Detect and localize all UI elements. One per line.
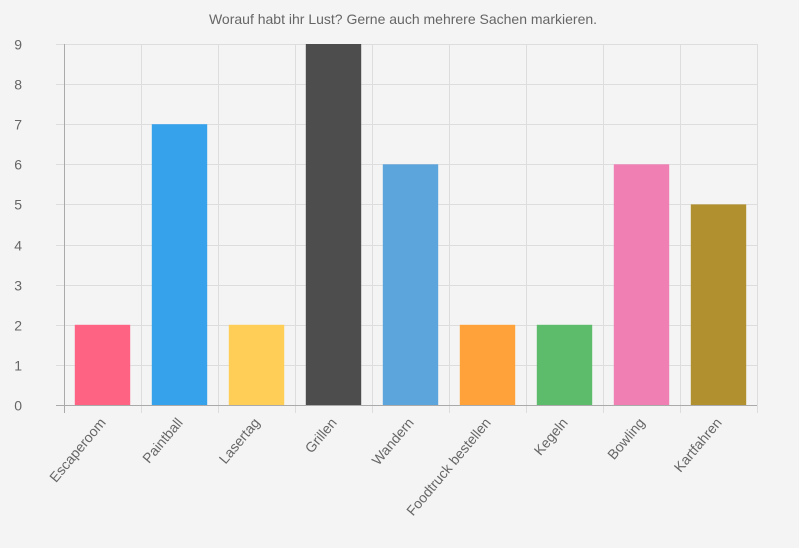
x-tick-label: Kartfahren [671, 415, 725, 475]
x-tick-label: Wandern [368, 415, 416, 468]
bar-foodtruck-bestellen[interactable] [459, 324, 516, 405]
bar-wandern[interactable] [382, 164, 439, 405]
y-tick-label: 4 [14, 238, 22, 254]
bar-bowling[interactable] [613, 164, 670, 405]
y-axis-ticks: 0 1 2 3 4 5 6 7 8 9 [14, 37, 22, 414]
y-tick-label: 7 [14, 117, 22, 133]
bar-lasertag[interactable] [228, 324, 285, 405]
x-axis-ticks: Escaperoom Paintball Lasertag Grillen Wander… [46, 415, 725, 519]
y-tick-label: 1 [14, 358, 22, 374]
bar-grillen[interactable] [305, 44, 362, 405]
y-tick-label: 5 [14, 197, 22, 213]
bar-kartfahren[interactable] [690, 204, 747, 405]
y-tick-label: 8 [14, 77, 22, 93]
x-tick-label: Escaperoom [46, 415, 109, 485]
x-tick-label: Grillen [302, 415, 340, 456]
x-tick-label: Foodtruck bestellen [403, 415, 494, 519]
bar-escaperoom[interactable] [74, 324, 131, 405]
x-tick-label: Lasertag [216, 415, 263, 467]
bar-paintball[interactable] [151, 124, 208, 405]
x-tick-label: Bowling [604, 415, 648, 463]
y-tick-label: 0 [14, 398, 22, 414]
bar-kegeln[interactable] [536, 324, 593, 405]
y-tick-label: 6 [14, 157, 22, 173]
bars [74, 44, 747, 405]
axes [56, 44, 757, 413]
y-tick-label: 9 [14, 37, 22, 53]
x-tick-label: Paintball [139, 415, 186, 466]
x-tick-label: Kegeln [531, 415, 571, 459]
y-tick-label: 3 [14, 278, 22, 294]
y-tick-label: 2 [14, 318, 22, 334]
chart-title: Worauf habt ihr Lust? Gerne auch mehrere… [209, 11, 597, 27]
